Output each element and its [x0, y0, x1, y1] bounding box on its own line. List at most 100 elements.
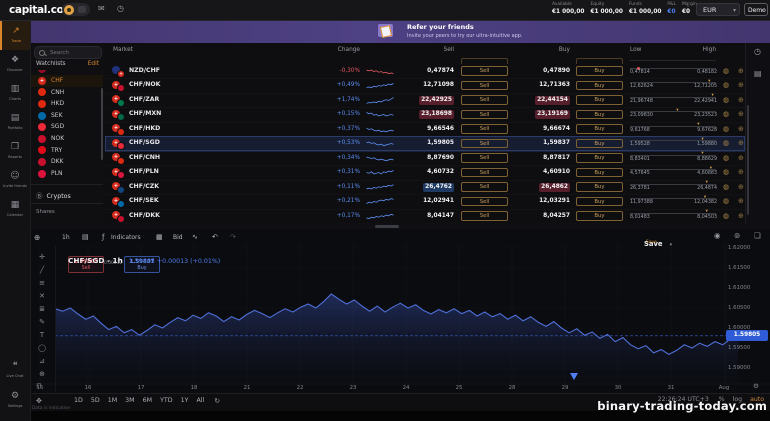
sidebar-item-settings[interactable]: ⚙ Settings: [0, 386, 30, 415]
table-row-chf-pln[interactable]: + CHF/PLN +0,31% 4,60732 Sell 4,60910 Bu…: [105, 165, 745, 181]
leverage-badge-icon[interactable]: ◍: [723, 96, 729, 104]
brush-icon[interactable]: ✎: [35, 318, 49, 326]
add-alert-icon[interactable]: ⊕: [738, 197, 744, 205]
sidebar-item-portfolio[interactable]: ▤ Portfolio: [0, 108, 30, 137]
currency-select[interactable]: EUR ▾: [696, 3, 740, 16]
watchlist-item-sek[interactable]: SEK: [30, 110, 103, 122]
timeframe-3m[interactable]: 3M: [125, 397, 134, 404]
chart-type-icon[interactable]: ▤: [82, 229, 89, 246]
table-row-chf-sgd[interactable]: + CHF/SGD +0,53% 1,59805 Sell 1,59837 Bu…: [105, 136, 745, 152]
referral-banner[interactable]: Refer your friends Invite your peers to …: [30, 20, 770, 43]
shapes-icon[interactable]: ◯: [35, 344, 49, 352]
timeframe-1d[interactable]: 1D: [74, 397, 83, 404]
market-hours-icon[interactable]: ◷: [754, 47, 761, 56]
demo-account-button[interactable]: Demo ▾: [744, 3, 768, 16]
watchlist-item-hkd[interactable]: HKD: [30, 98, 103, 110]
leverage-badge-icon[interactable]: ◍: [723, 81, 729, 89]
add-alert-icon[interactable]: ⊕: [738, 81, 744, 89]
sidebar-item-live-chat[interactable]: ❝ Live Chat: [0, 356, 30, 385]
timeframe-6m[interactable]: 6M: [143, 397, 152, 404]
buy-button[interactable]: Buy: [576, 95, 623, 105]
fullscreen-icon[interactable]: ❏: [754, 231, 761, 240]
horizontal-scrollbar[interactable]: [375, 225, 399, 228]
col-sell[interactable]: Sell: [386, 43, 454, 57]
leverage-badge-icon[interactable]: ◍: [723, 110, 729, 118]
col-change[interactable]: Change: [296, 43, 360, 57]
sidebar-item-discover[interactable]: ❖ Discover: [0, 50, 30, 79]
watchlist-item-sgd[interactable]: SGD: [30, 121, 103, 133]
bid-toggle[interactable]: Bid: [173, 229, 183, 246]
col-market[interactable]: Market: [113, 43, 133, 57]
chevron-down-icon[interactable]: ▾: [670, 242, 673, 248]
col-low[interactable]: Low: [630, 43, 641, 57]
buy-button[interactable]: Buy: [576, 81, 623, 91]
leverage-badge-icon[interactable]: ◍: [723, 139, 729, 147]
table-scrollbar[interactable]: [747, 105, 749, 215]
timeframe-5d[interactable]: 5D: [91, 397, 100, 404]
leverage-badge-icon[interactable]: ◍: [723, 183, 729, 191]
add-alert-icon[interactable]: ⊕: [738, 183, 744, 191]
add-instrument-icon[interactable]: ⊕: [34, 229, 40, 246]
leverage-badge-icon[interactable]: ◍: [723, 168, 729, 176]
redo-icon[interactable]: ↷: [230, 229, 236, 246]
watchlist-item-pln[interactable]: PLN: [30, 168, 103, 180]
function-icon[interactable]: ƒ: [102, 229, 104, 246]
buy-button[interactable]: Buy: [576, 182, 623, 192]
add-alert-icon[interactable]: ⊕: [738, 168, 744, 176]
table-row-chf-zar[interactable]: + CHF/ZAR +1,74% 22,42925 Sell 22,44154 …: [105, 93, 745, 109]
watchlist-section-shares[interactable]: Shares: [36, 209, 55, 215]
leverage-badge-icon[interactable]: ◍: [723, 154, 729, 162]
sidebar-item-trade[interactable]: ↗ Trade: [0, 21, 30, 50]
buy-button[interactable]: Buy: [576, 124, 623, 134]
table-row-chf-hkd[interactable]: + CHF/HKD +0,37% 9,66546 Sell 9,66674 Bu…: [105, 122, 745, 138]
watchlist-item-dkk[interactable]: DKK: [30, 156, 103, 168]
timeframe-ytd[interactable]: YTD: [160, 397, 173, 404]
layout-grid-icon[interactable]: ▦: [156, 229, 163, 246]
pattern-icon[interactable]: ✕: [35, 292, 49, 300]
watchlists-edit-button[interactable]: Edit: [88, 61, 99, 67]
channels-icon[interactable]: ≡: [35, 279, 49, 287]
chart-settings-icon[interactable]: ⊚: [734, 231, 740, 240]
table-row-chf-mxn[interactable]: + CHF/MXN +0,15% 23,18698 Sell 23,19169 …: [105, 107, 745, 123]
watchlist-scrollbar[interactable]: [101, 88, 103, 160]
watchlist-section-cryptos[interactable]: ⒷCryptos: [36, 190, 71, 200]
add-alert-icon[interactable]: ⊕: [738, 96, 744, 104]
table-row-nzd-chf[interactable]: + NZD/CHF -0,30% 0,47874 Sell 0,47890 Bu…: [105, 64, 745, 80]
col-high[interactable]: High: [649, 43, 716, 57]
search-box[interactable]: [34, 46, 102, 59]
timeframe-select[interactable]: 1h: [62, 229, 70, 246]
add-alert-icon[interactable]: ⊕: [738, 110, 744, 118]
buy-button[interactable]: Buy: [576, 110, 623, 120]
buy-button[interactable]: Buy: [576, 197, 623, 207]
more-options-icon[interactable]: ⋮: [684, 4, 692, 13]
timeframe-1m[interactable]: 1M: [108, 397, 117, 404]
col-buy[interactable]: Buy: [500, 43, 570, 57]
table-row-chf-sek[interactable]: + CHF/SEK +0,21% 12,02941 Sell 12,03291 …: [105, 194, 745, 210]
leverage-badge-icon[interactable]: ◍: [723, 125, 729, 133]
leverage-badge-icon[interactable]: ◍: [723, 197, 729, 205]
timeframe-1y[interactable]: 1Y: [181, 397, 189, 404]
undo-icon[interactable]: ↶: [212, 229, 218, 246]
trend-line-icon[interactable]: ╱: [35, 266, 49, 274]
sidebar-item-invite-friends[interactable]: ☺ Invite friends: [0, 166, 30, 195]
buy-button[interactable]: Buy: [576, 153, 623, 163]
screenshot-camera-icon[interactable]: ◉: [714, 231, 721, 240]
table-row-chf-cnh[interactable]: + CHF/CNH +0,34% 8,87690 Sell 8,87817 Bu…: [105, 151, 745, 167]
buy-button[interactable]: Buy: [576, 139, 623, 149]
add-alert-icon[interactable]: ⊕: [738, 154, 744, 162]
table-row-chf-dkk[interactable]: + CHF/DKK +0,17% 8,04147 Sell 8,04257 Bu…: [105, 209, 745, 225]
sidebar-item-charts[interactable]: ▥ Charts: [0, 79, 30, 108]
buy-button[interactable]: Buy: [576, 211, 623, 221]
sidebar-item-reports[interactable]: ❒ Reports: [0, 137, 30, 166]
watchlist-item-nok[interactable]: NOK: [30, 133, 103, 145]
fibonacci-icon[interactable]: ≣: [35, 305, 49, 313]
sidebar-item-calendar[interactable]: ▦ Calendar: [0, 195, 30, 224]
buy-button[interactable]: Buy: [576, 66, 623, 76]
leverage-badge-icon[interactable]: ◍: [723, 212, 729, 220]
mail-icon[interactable]: ✉: [98, 4, 105, 13]
history-icon[interactable]: ◷: [117, 4, 124, 13]
table-row-chf-czk[interactable]: + CHF/CZK +0,11% 26,4762 Sell 26,4862 Bu…: [105, 180, 745, 196]
leverage-badge-icon[interactable]: ◍: [723, 67, 729, 75]
crosshair-icon[interactable]: ✛: [35, 253, 49, 261]
watchlist-item-cnh[interactable]: CNH: [30, 87, 103, 99]
